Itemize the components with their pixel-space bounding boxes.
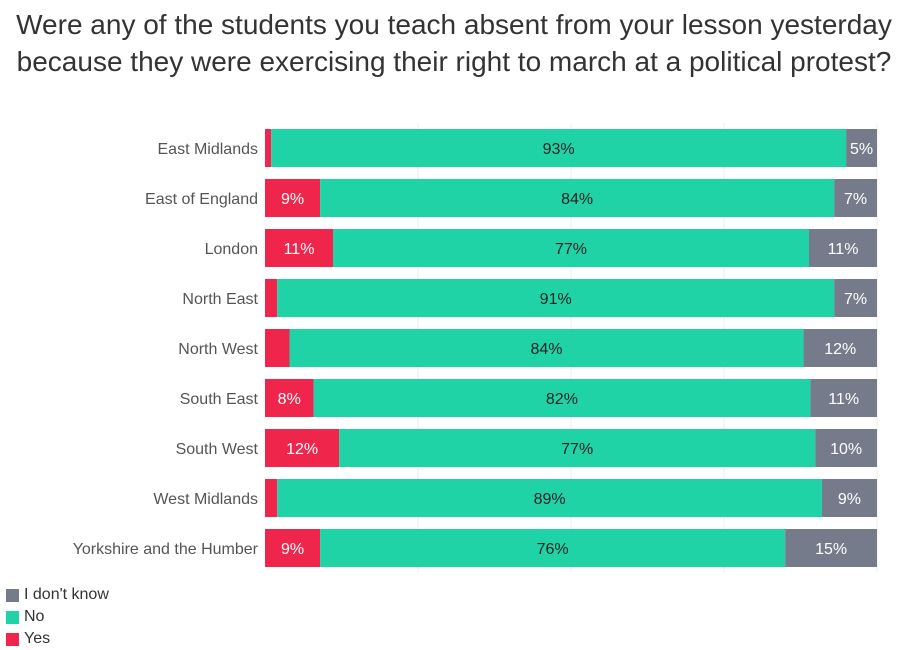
- data-label-i-don-t-know-south-east: 11%: [828, 391, 859, 408]
- bar-i-don-t-know-south-east: [810, 379, 877, 417]
- bar-i-don-t-know-north-east: [834, 279, 877, 317]
- bar-yes-north-east: [265, 279, 278, 317]
- bar-yes-south-east: [265, 379, 314, 417]
- category-label-north-east: North East: [182, 291, 258, 308]
- data-label-no-north-east: 91%: [540, 291, 572, 308]
- bar-no-north-west: [289, 329, 804, 367]
- data-label-no-east-midlands: 93%: [543, 141, 575, 158]
- chart-title: Were any of the students you teach absen…: [16, 9, 892, 77]
- category-label-west-midlands: West Midlands: [153, 491, 258, 508]
- data-label-i-don-t-know-london: 11%: [828, 241, 859, 258]
- data-label-yes-south-east: 8%: [278, 391, 301, 408]
- bar-no-yorkshire-and-the-humber: [320, 529, 786, 567]
- bar-yes-west-midlands: [265, 479, 278, 517]
- category-label-north-west: North West: [178, 341, 258, 358]
- bar-i-don-t-know-east-of-england: [834, 179, 877, 217]
- bar-no-east-midlands: [271, 129, 847, 167]
- data-label-i-don-t-know-east-midlands: 5%: [850, 141, 873, 158]
- data-label-no-south-west: 77%: [561, 441, 593, 458]
- bar-no-south-east: [313, 379, 811, 417]
- legend-label-no: No: [24, 608, 45, 625]
- category-label-south-east: South East: [180, 391, 259, 408]
- legend-swatch-yes: [6, 632, 19, 646]
- category-label-east-midlands: East Midlands: [158, 141, 259, 158]
- data-label-no-east-of-england: 84%: [561, 191, 593, 208]
- legend-label-i-don-t-know: I don't know: [24, 586, 109, 603]
- data-label-no-north-west: 84%: [531, 341, 563, 358]
- bar-i-don-t-know-yorkshire-and-the-humber: [785, 529, 877, 567]
- legend-swatch-no: [6, 610, 19, 624]
- data-label-yes-south-west: 12%: [286, 441, 318, 458]
- data-label-i-don-t-know-yorkshire-and-the-humber: 15%: [815, 541, 847, 558]
- data-label-i-don-t-know-south-west: 10%: [830, 441, 862, 458]
- category-label-london: London: [205, 241, 258, 258]
- bar-no-west-midlands: [277, 479, 822, 517]
- bar-i-don-t-know-london: [809, 229, 877, 267]
- category-labels: East Midlands East of England London North …: [73, 141, 259, 558]
- data-label-yes-east-of-england: 9%: [281, 191, 304, 208]
- bar-i-don-t-know-east-midlands: [846, 129, 877, 167]
- data-label-i-don-t-know-west-midlands: 9%: [838, 491, 861, 508]
- legend-item-yes: Yes: [6, 628, 109, 650]
- data-label-i-don-t-know-north-east: 7%: [844, 291, 867, 308]
- bar-i-don-t-know-north-west: [803, 329, 877, 367]
- bar-yes-south-west: [265, 429, 340, 467]
- legend: I don't know No Yes: [6, 584, 109, 650]
- data-label-yes-yorkshire-and-the-humber: 9%: [281, 541, 304, 558]
- bar-no-south-west: [339, 429, 816, 467]
- data-label-no-west-midlands: 89%: [534, 491, 566, 508]
- data-label-no-london: 77%: [555, 241, 587, 258]
- data-label-no-south-east: 82%: [546, 391, 578, 408]
- category-label-yorkshire-and-the-humber: Yorkshire and the Humber: [73, 541, 259, 558]
- bar-i-don-t-know-west-midlands: [821, 479, 877, 517]
- legend-label-yes: Yes: [24, 630, 51, 647]
- bar-yes-london: [265, 229, 333, 267]
- category-label-east-of-england: East of England: [145, 191, 258, 208]
- legend-swatch-i-don-t-know: [6, 588, 19, 602]
- category-label-south-west: South West: [176, 441, 259, 458]
- bars: 93% 5% 9% 84% 7% 11% 77% 11% 91% 7% 84% 12% 8% 82% 11%…: [265, 129, 877, 567]
- bar-yes-yorkshire-and-the-humber: [265, 529, 321, 567]
- bar-yes-north-west: [265, 329, 290, 367]
- legend-item-i-don-t-know: I don't know: [6, 584, 109, 606]
- data-label-i-don-t-know-north-west: 12%: [824, 341, 856, 358]
- bar-no-london: [333, 229, 809, 267]
- legend-item-no: No: [6, 606, 109, 628]
- bar-i-don-t-know-south-west: [815, 429, 877, 467]
- data-label-i-don-t-know-east-of-england: 7%: [844, 191, 867, 208]
- bar-no-east-of-england: [320, 179, 835, 217]
- bar-no-north-east: [277, 279, 835, 317]
- bar-yes-east-of-england: [265, 179, 321, 217]
- data-label-yes-london: 11%: [284, 241, 315, 258]
- bar-yes-east-midlands: [265, 129, 272, 167]
- data-label-no-yorkshire-and-the-humber: 76%: [537, 541, 569, 558]
